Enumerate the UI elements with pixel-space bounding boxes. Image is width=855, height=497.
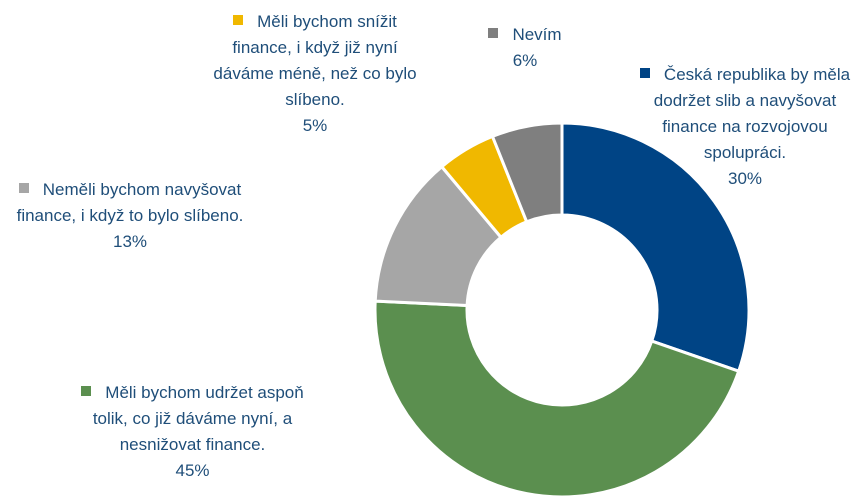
slice-label: Nevím 6% [460, 22, 590, 74]
slice-label: Neměli bychom navyšovat finance, i když … [10, 177, 250, 255]
value-label: 45% [175, 461, 210, 480]
legend-swatch [18, 183, 29, 193]
slice-label: Česká republika by měla dodržet slib a n… [635, 62, 855, 192]
donut-slice [373, 299, 741, 497]
category-label: Neměli bychom navyšovat finance, i když … [16, 180, 244, 225]
category-label: Měli bychom snížit finance, i když již n… [213, 12, 417, 109]
category-label: Česká republika by měla dodržet slib a n… [653, 65, 851, 162]
legend-swatch [233, 15, 244, 25]
category-label: Měli bychom udržet aspoň tolik, co již d… [92, 383, 304, 454]
slice-label: Měli bychom snížit finance, i když již n… [205, 9, 425, 139]
category-label: Nevím [512, 25, 562, 44]
slice-label: Měli bychom udržet aspoň tolik, co již d… [80, 380, 305, 484]
legend-swatch [81, 386, 92, 396]
legend-swatch [488, 28, 499, 38]
legend-swatch [639, 68, 650, 78]
value-label: 5% [302, 116, 328, 135]
value-label: 6% [512, 51, 538, 70]
value-label: 30% [727, 169, 763, 188]
value-label: 13% [112, 232, 148, 251]
donut-slice [490, 121, 564, 224]
donut-slice [560, 121, 751, 374]
